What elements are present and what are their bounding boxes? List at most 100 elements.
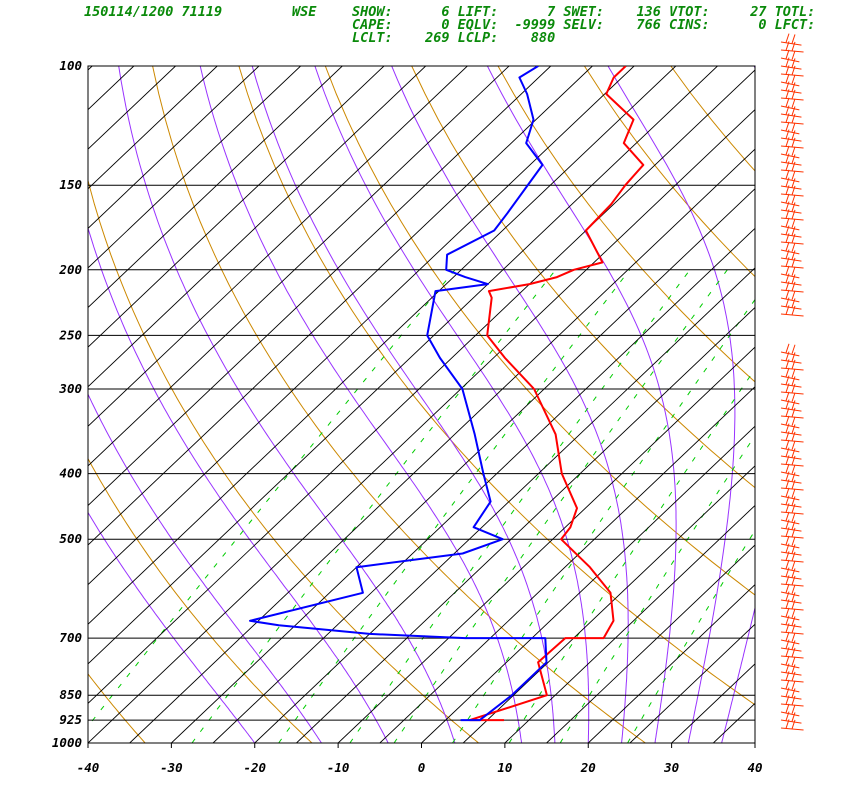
wind-barb (780, 57, 802, 70)
pressure-label: 100 (59, 58, 82, 73)
wind-barb-flag (791, 479, 796, 490)
wind-barb (780, 519, 802, 532)
wind-barb-flag (791, 544, 796, 554)
wind-barb (780, 33, 802, 46)
wind-barb-shaft (780, 351, 800, 357)
wind-barb-flag (791, 448, 796, 458)
wind-barb-flag (785, 281, 790, 291)
wind-barb (780, 343, 800, 357)
wind-barb (780, 233, 804, 245)
wind-barb-flag (791, 608, 796, 618)
dry-adiabat-line (583, 66, 755, 278)
wind-barb-flag (785, 583, 790, 593)
wind-barb (780, 543, 802, 556)
isotherm-line (546, 544, 755, 743)
wind-barb-shaft (780, 249, 800, 255)
wind-barb-flag (791, 680, 796, 690)
pressure-label: 150 (59, 177, 82, 192)
wind-barb-flag (791, 89, 796, 100)
wind-barb-flag (791, 416, 796, 426)
wind-barb (780, 145, 800, 159)
wind-barb-flag (785, 49, 790, 59)
wind-barb-shaft (780, 81, 800, 87)
wind-barb-flag (785, 121, 790, 131)
moist-adiabat-line (486, 66, 677, 743)
wind-barb (780, 463, 800, 477)
dry-adiabats (88, 66, 755, 743)
wind-barb-flag (791, 298, 796, 308)
wind-barb-flag (785, 225, 790, 235)
wind-barb-flag (791, 440, 796, 450)
wind-barb-flag (785, 257, 790, 267)
wind-barb (780, 431, 804, 443)
moist-adiabat-line (118, 66, 456, 743)
wind-barb-shaft (780, 519, 800, 525)
wind-barb (780, 663, 802, 676)
wind-barb-flag (791, 656, 796, 666)
wind-barb (780, 623, 804, 635)
wind-barb-flag (791, 584, 796, 594)
wind-barb-flag (785, 113, 790, 123)
wind-barb (780, 249, 802, 262)
wind-barb-flag (791, 640, 796, 650)
wind-barb-flag (791, 704, 796, 714)
wind-barb-flag (785, 161, 790, 171)
wind-barb-shaft (780, 375, 800, 381)
wind-barb (780, 121, 800, 135)
wind-barb (780, 113, 804, 125)
wind-barb (780, 495, 802, 508)
dewpoint-profile (249, 66, 548, 722)
temperature-label: -40 (77, 760, 100, 775)
wind-barb-flag (785, 249, 790, 259)
wind-barb-shaft (780, 305, 802, 310)
wind-barb (780, 289, 800, 303)
wind-barb-shaft (780, 591, 800, 597)
wind-barb-flag (785, 289, 790, 299)
wind-barb-shaft (780, 209, 802, 214)
isotherm-line (379, 386, 755, 743)
isotherm-line (421, 425, 755, 743)
wind-barb-flag (785, 391, 790, 401)
wind-barb-flag (791, 194, 796, 204)
isotherm-line (88, 66, 301, 269)
wind-barb (780, 217, 800, 231)
wind-barb (780, 455, 804, 467)
wind-barb-flag (791, 58, 796, 68)
wind-barb-flag (785, 343, 790, 353)
wind-barb-flag (785, 575, 790, 585)
wind-barb-shaft (780, 89, 802, 94)
wind-barb-flag (791, 154, 796, 164)
wind-barb-flag (791, 719, 796, 730)
wind-barb-shaft (780, 615, 800, 621)
wind-barb (780, 671, 804, 683)
wind-barb-flag (785, 615, 790, 625)
wind-barb-flag (785, 217, 790, 227)
wind-barb-flag (791, 98, 796, 108)
wind-barb (780, 567, 802, 580)
wind-barb-shaft (780, 447, 800, 453)
wind-barb-flag (791, 503, 796, 514)
wind-barb (780, 559, 800, 573)
wind-barb-flag (785, 81, 790, 91)
wind-barb-flag (785, 201, 790, 211)
wind-barb-flag (791, 599, 796, 610)
wind-barb (780, 591, 802, 604)
wind-barb-flag (785, 471, 790, 481)
wind-barb-flag (785, 671, 790, 681)
wind-barb-shaft (780, 359, 802, 364)
wind-barb (780, 551, 804, 563)
wind-barb-shaft (780, 575, 802, 580)
wind-barb-flag (785, 73, 790, 83)
wind-barb-flag (791, 376, 796, 386)
wind-barb-flag (785, 415, 790, 425)
pressure-label: 925 (59, 712, 82, 727)
mixing-ratio-line (452, 298, 755, 743)
wind-barb-flag (785, 551, 790, 561)
wind-barb-shaft (780, 407, 802, 412)
wind-barb (780, 185, 804, 197)
isotherm-line (88, 108, 755, 743)
moist-adiabat-line (88, 511, 256, 743)
wind-barb-flag (791, 146, 796, 156)
wind-barb-shaft (780, 129, 800, 135)
wind-barb (780, 655, 800, 669)
